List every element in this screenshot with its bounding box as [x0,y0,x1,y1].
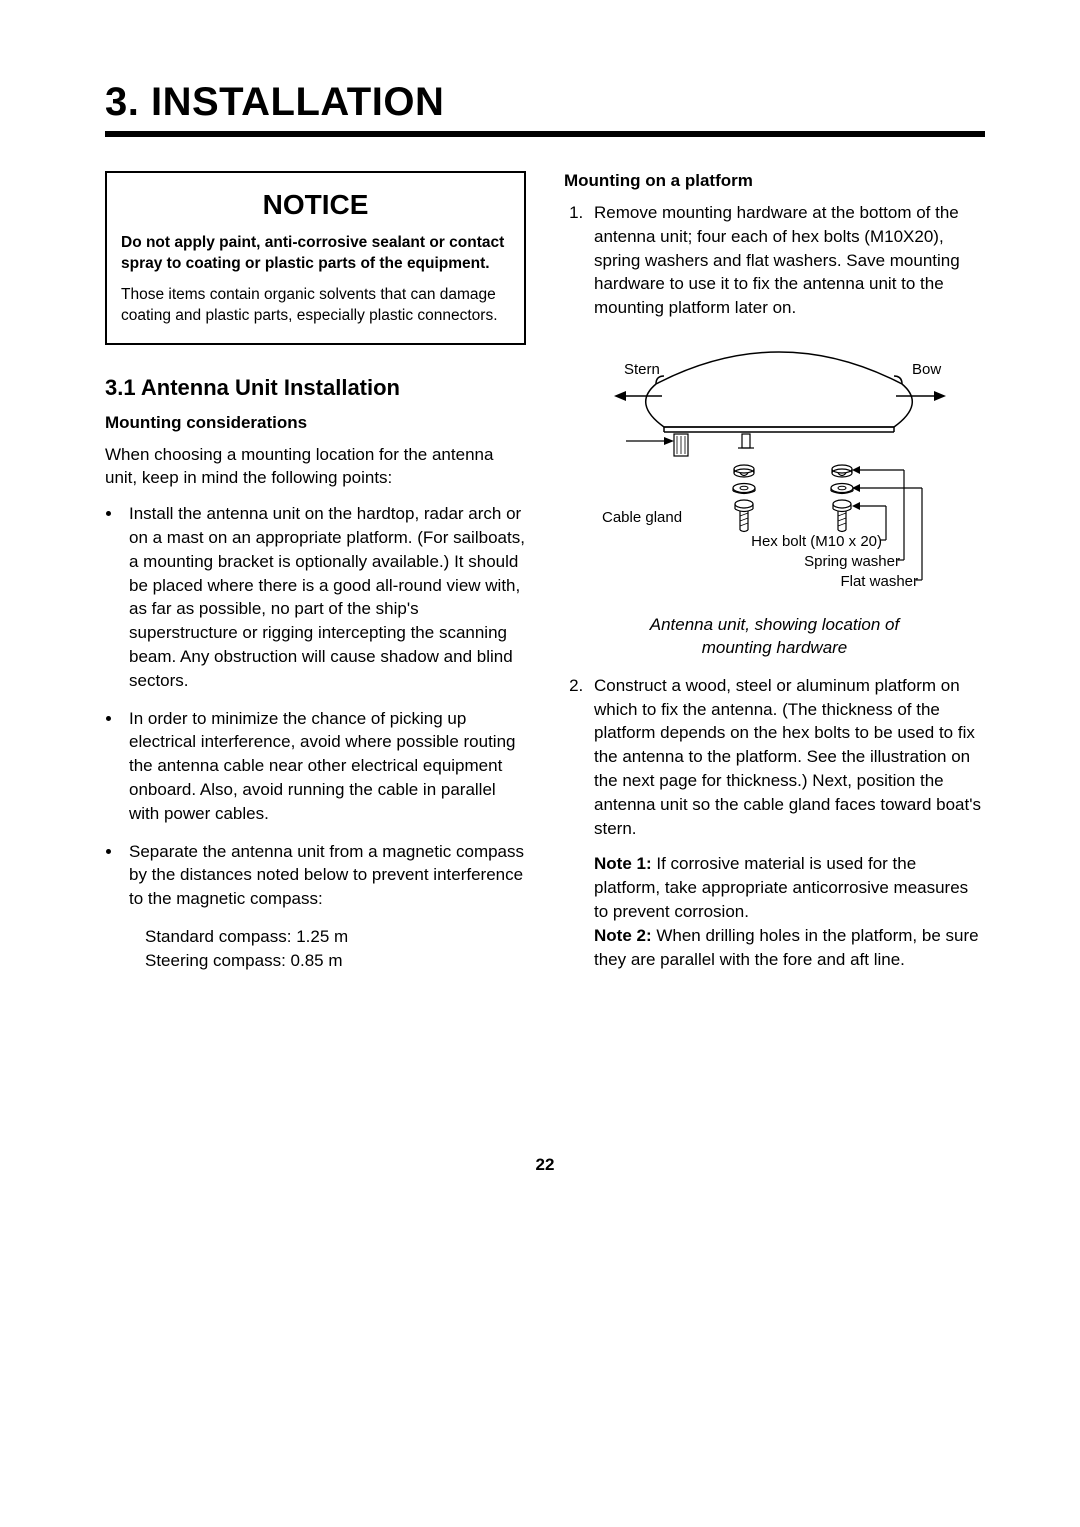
bullet-list: Install the antenna unit on the hardtop,… [105,502,526,911]
figure-caption: Antenna unit, showing location of mounti… [564,614,985,660]
standard-compass-line: Standard compass: 1.25 m [145,925,526,949]
label-cable-gland: Cable gland [602,510,682,525]
page-number: 22 [105,1155,985,1175]
notice-body-text: Those items contain organic solvents tha… [121,285,510,327]
page: 3. INSTALLATION NOTICE Do not apply pain… [0,0,1080,1215]
figure-caption-line2: mounting hardware [702,638,848,657]
notice-title: NOTICE [121,189,510,221]
label-flat-washer: Flat washer [818,574,918,589]
right-column: Mounting on a platform Remove mounting h… [564,171,985,985]
numbered-list: Remove mounting hardware at the bottom o… [564,201,985,320]
note-2-text: When drilling holes in the platform, be … [594,926,979,969]
two-column-layout: NOTICE Do not apply paint, anti-corrosiv… [105,171,985,985]
notice-box: NOTICE Do not apply paint, anti-corrosiv… [105,171,526,345]
label-bow: Bow [912,362,941,377]
antenna-diagram: Stern Bow Cable gland Hex bolt (M10 x 20… [564,334,985,604]
note-1-label: Note 1: [594,854,652,873]
note-2: Note 2: When drilling holes in the platf… [594,924,985,972]
note-1: Note 1: If corrosive material is used fo… [594,852,985,923]
step-2-text: Construct a wood, steel or aluminum plat… [594,676,981,838]
compass-distances: Standard compass: 1.25 m Steering compas… [145,925,526,973]
numbered-list-cont: Construct a wood, steel or aluminum plat… [564,674,985,972]
figure-caption-line1: Antenna unit, showing location of [650,615,900,634]
label-spring-washer: Spring washer [782,554,900,569]
label-hex-bolt: Hex bolt (M10 x 20) [734,534,882,549]
steering-compass-line: Steering compass: 0.85 m [145,949,526,973]
section-heading: 3.1 Antenna Unit Installation [105,375,526,401]
sub-heading-mounting-considerations: Mounting considerations [105,413,526,433]
left-column: NOTICE Do not apply paint, anti-corrosiv… [105,171,526,985]
notice-bold-text: Do not apply paint, anti-corrosive seala… [121,233,510,275]
step-1: Remove mounting hardware at the bottom o… [588,201,985,320]
intro-paragraph: When choosing a mounting location for th… [105,443,526,491]
label-stern: Stern [624,362,660,377]
bullet-item: Separate the antenna unit from a magneti… [123,840,526,911]
bullet-item: In order to minimize the chance of picki… [123,707,526,826]
chapter-title: 3. INSTALLATION [105,80,985,125]
sub-heading-mounting-platform: Mounting on a platform [564,171,985,191]
bullet-item: Install the antenna unit on the hardtop,… [123,502,526,692]
chapter-rule [105,131,985,137]
step-2: Construct a wood, steel or aluminum plat… [588,674,985,972]
note-2-label: Note 2: [594,926,652,945]
